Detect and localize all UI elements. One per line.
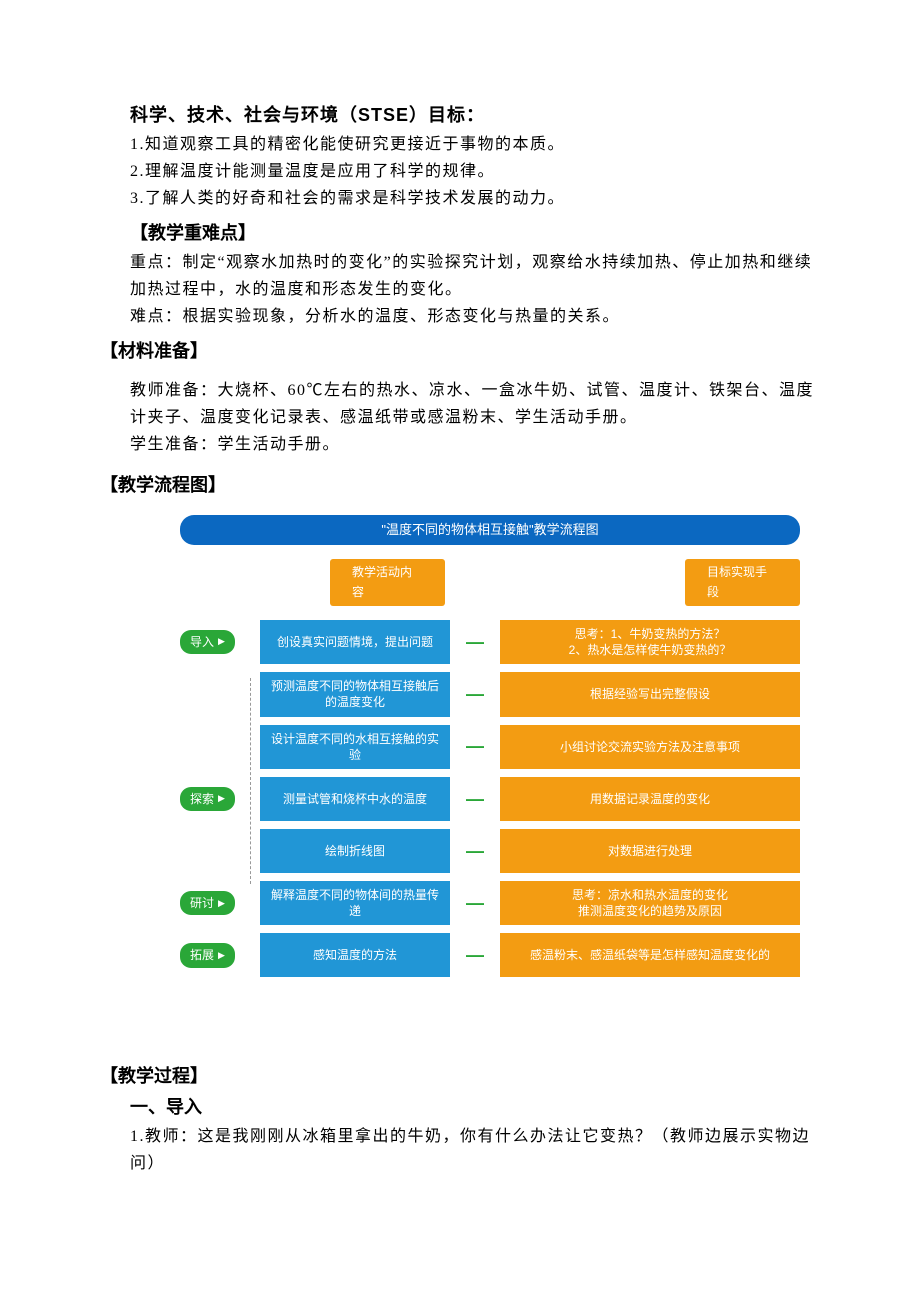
- stse-item-2: 2.理解温度计能测量温度是应用了科学的规律。: [130, 158, 820, 185]
- flowchart-header-left: 教学活动内容: [330, 559, 445, 606]
- flowchart-activity: 测量试管和烧杯中水的温度▼: [260, 777, 450, 821]
- flowchart-goal: 小组讨论交流实验方法及注意事项: [500, 725, 800, 769]
- flowchart-goal: 根据经验写出完整假设: [500, 672, 800, 716]
- flowchart-goal: 用数据记录温度的变化: [500, 777, 800, 821]
- difficulty-focus: 重点：制定“观察水加热时的变化”的实验探究计划，观察给水持续加热、停止加热和继续…: [130, 249, 820, 303]
- heading-intro: 一、导入: [130, 1092, 820, 1123]
- flowchart-activity: 预测温度不同的物体相互接触后的温度变化▼: [260, 672, 450, 716]
- flowchart-row: 绘制折线图▼—对数据进行处理: [180, 829, 800, 873]
- heading-difficulty: 【教学重难点】: [130, 218, 820, 249]
- flowchart-goal: 感温粉末、感温纸袋等是怎样感知温度变化的: [500, 933, 800, 977]
- flowchart-row: 设计温度不同的水相互接触的实验▼—小组讨论交流实验方法及注意事项: [180, 725, 800, 769]
- flowchart-goal: 对数据进行处理: [500, 829, 800, 873]
- stse-item-1: 1.知道观察工具的精密化能使研究更接近于事物的本质。: [130, 131, 820, 158]
- flowchart-row: 预测温度不同的物体相互接触后的温度变化▼—根据经验写出完整假设: [180, 672, 800, 716]
- flowchart-phase: 探索: [180, 787, 235, 811]
- connector-icon: —: [450, 620, 500, 664]
- flowchart-goal: 思考：1、牛奶变热的方法？ 2、热水是怎样使牛奶变热的？: [500, 620, 800, 664]
- stse-item-3: 3.了解人类的好奇和社会的需求是科学技术发展的动力。: [130, 185, 820, 212]
- difficulty-hard: 难点：根据实验现象，分析水的温度、形态变化与热量的关系。: [130, 303, 820, 330]
- flowchart-header-right: 目标实现手段: [685, 559, 800, 606]
- materials-student: 学生准备：学生活动手册。: [130, 431, 820, 458]
- flowchart-row: 探索 测量试管和烧杯中水的温度▼—用数据记录温度的变化: [180, 777, 800, 821]
- flowchart-row: 研讨 解释温度不同的物体间的热量传递▼—思考：凉水和热水温度的变化 推测温度变化的…: [180, 881, 800, 925]
- flowchart-activity: 解释温度不同的物体间的热量传递▼: [260, 881, 450, 925]
- heading-stse: 科学、技术、社会与环境（STSE）目标：: [130, 100, 820, 131]
- heading-materials: 【材料准备】: [100, 336, 820, 367]
- flowchart-phase: 导入: [180, 630, 235, 654]
- materials-teacher: 教师准备：大烧杯、60℃左右的热水、凉水、一盒冰牛奶、试管、温度计、铁架台、温度…: [130, 377, 820, 431]
- connector-icon: —: [450, 881, 500, 925]
- flowchart-activity: 绘制折线图▼: [260, 829, 450, 873]
- flowchart-goal: 思考：凉水和热水温度的变化 推测温度变化的趋势及原因: [500, 881, 800, 925]
- flowchart-phase: 研讨: [180, 891, 235, 915]
- flowchart-row: 拓展 感知温度的方法—感温粉末、感温纸袋等是怎样感知温度变化的: [180, 933, 800, 977]
- flowchart-activity: 创设真实问题情境，提出问题▼: [260, 620, 450, 664]
- connector-icon: —: [450, 777, 500, 821]
- flowchart-row: 导入 创设真实问题情境，提出问题▼—思考：1、牛奶变热的方法？ 2、热水是怎样使牛…: [180, 620, 800, 664]
- heading-flowchart: 【教学流程图】: [100, 470, 820, 501]
- flowchart-phase: 拓展: [180, 943, 235, 967]
- flowchart: "温度不同的物体相互接触"教学流程图 教学活动内容 目标实现手段 导入 创设真实问…: [180, 515, 800, 977]
- connector-icon: —: [450, 933, 500, 977]
- flowchart-activity: 感知温度的方法: [260, 933, 450, 977]
- process-intro-text: 1.教师：这是我刚刚从冰箱里拿出的牛奶，你有什么办法让它变热？（教师边展示实物边…: [130, 1123, 820, 1177]
- flowchart-activity: 设计温度不同的水相互接触的实验▼: [260, 725, 450, 769]
- connector-icon: —: [450, 725, 500, 769]
- connector-icon: —: [450, 672, 500, 716]
- flowchart-title: "温度不同的物体相互接触"教学流程图: [180, 515, 800, 545]
- connector-icon: —: [450, 829, 500, 873]
- heading-process: 【教学过程】: [100, 1061, 820, 1092]
